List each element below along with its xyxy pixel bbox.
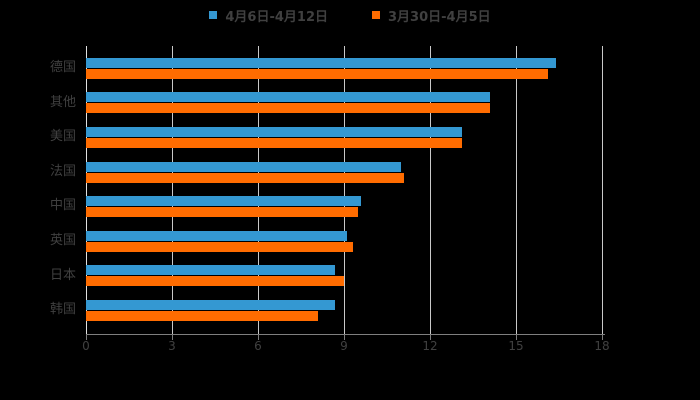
bar-series1-cat2 <box>86 138 462 148</box>
bar-series1-cat0 <box>86 68 548 79</box>
category-label-4: 中国 <box>49 198 76 214</box>
x-axis-tick-15 <box>516 334 517 340</box>
gridline-x15 <box>516 46 517 334</box>
category-label-5: 英国 <box>49 233 76 248</box>
category-label-2: 美国 <box>49 129 76 145</box>
legend-item-series2: 3月30日-4月5日 <box>372 6 491 25</box>
legend-label-series2: 3月30日-4月5日 <box>388 9 491 25</box>
x-axis-tick-6 <box>258 334 259 340</box>
legend-item-series1: 4月6日-4月12日 <box>209 6 328 25</box>
gridline-x9 <box>344 46 345 334</box>
x-axis-line <box>86 334 605 335</box>
x-axis-tick-label-12: 12 <box>422 339 438 353</box>
gridline-x18 <box>602 46 603 334</box>
bar-series1-cat3 <box>86 172 405 183</box>
bar-series0-cat5 <box>86 230 347 241</box>
category-label-1: 其他 <box>49 94 76 110</box>
legend-label-series1: 4月6日-4月12日 <box>225 9 328 25</box>
bar-series0-cat1 <box>86 92 491 103</box>
bar-series0-cat4 <box>86 196 362 207</box>
x-axis-tick-label-0: 0 <box>82 339 90 353</box>
gridline-x6 <box>258 46 259 334</box>
bar-series0-cat3 <box>86 161 402 172</box>
x-axis-tick-label-18: 18 <box>594 339 610 353</box>
x-axis-tick-3 <box>172 334 173 340</box>
bar-series1-cat1 <box>86 103 491 114</box>
gridline-x3 <box>172 46 173 334</box>
x-axis-tick-12 <box>430 334 431 340</box>
x-axis-tick-label-3: 3 <box>168 339 176 353</box>
x-axis-tick-label-9: 9 <box>340 339 348 353</box>
bar-series0-cat0 <box>86 57 557 68</box>
gridline-x12 <box>430 46 431 334</box>
x-axis-tick-9 <box>344 334 345 340</box>
category-label-6: 日本 <box>49 267 76 283</box>
legend-swatch-series1 <box>209 11 218 19</box>
bar-series0-cat7 <box>86 300 336 310</box>
category-label-7: 韩国 <box>49 302 76 318</box>
bar-series0-cat2 <box>86 127 462 137</box>
x-axis-tick-label-6: 6 <box>254 339 262 353</box>
x-axis-tick-label-15: 15 <box>508 339 524 353</box>
legend: 4月6日-4月12日 3月30日-4月5日 <box>0 6 700 25</box>
category-label-0: 德国 <box>49 60 76 75</box>
legend-swatch-series2 <box>372 11 380 19</box>
bar-series1-cat4 <box>86 207 359 218</box>
x-axis-tick-0 <box>86 334 87 340</box>
bar-series1-cat6 <box>86 276 344 287</box>
category-label-3: 法国 <box>49 163 76 179</box>
x-axis-tick-18 <box>602 334 603 340</box>
y-axis-line <box>86 46 87 334</box>
bar-series1-cat7 <box>86 311 319 321</box>
bar-series1-cat5 <box>86 241 353 252</box>
bar-series0-cat6 <box>86 265 336 276</box>
